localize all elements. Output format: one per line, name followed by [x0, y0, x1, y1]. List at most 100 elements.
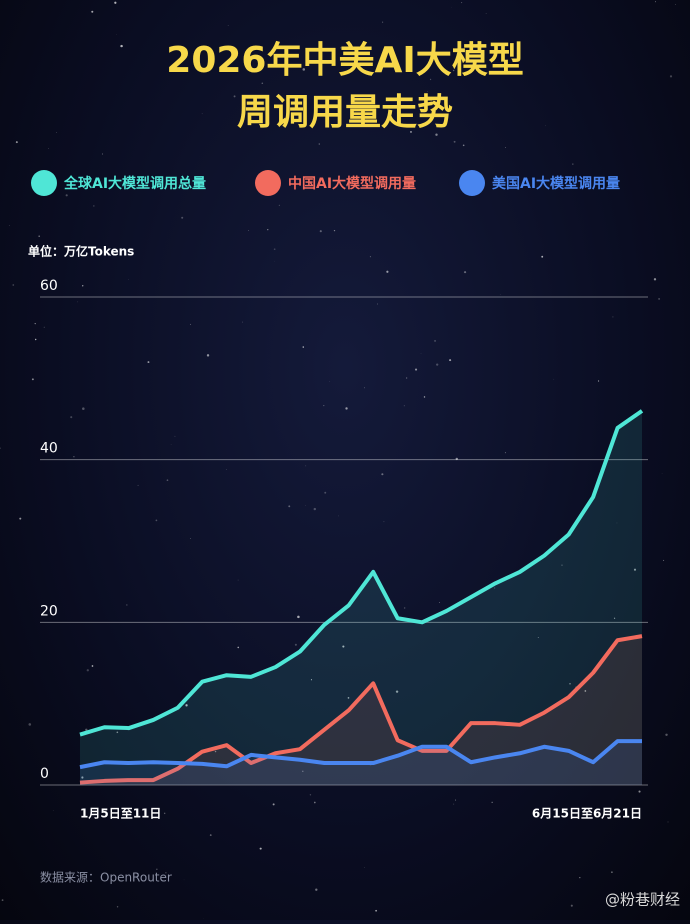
star: [102, 154, 103, 155]
star: [453, 804, 454, 805]
star: [449, 359, 451, 361]
star: [572, 164, 573, 165]
star: [148, 361, 150, 363]
legend-marker: [255, 170, 281, 196]
star: [66, 194, 68, 196]
star: [486, 13, 487, 14]
star: [262, 82, 264, 84]
legend-label: 中国AI大模型调用量: [288, 175, 416, 192]
star: [93, 205, 94, 206]
unit-label: 单位：万亿Tokens: [28, 244, 134, 259]
star: [675, 4, 676, 5]
star: [377, 304, 378, 305]
star: [306, 466, 307, 467]
star: [0, 447, 1, 448]
star: [541, 256, 543, 258]
star: [654, 278, 656, 280]
star: [370, 256, 371, 257]
star: [181, 217, 183, 219]
star: [175, 436, 176, 437]
star: [655, 1, 656, 2]
star: [382, 22, 383, 23]
star: [92, 665, 94, 667]
star: [404, 607, 405, 608]
star: [302, 346, 304, 348]
star: [53, 810, 54, 811]
star: [91, 11, 93, 13]
star: [274, 248, 276, 250]
star: [436, 364, 438, 366]
star: [279, 205, 280, 206]
star: [19, 518, 21, 520]
star: [461, 2, 462, 3]
star: [56, 132, 57, 133]
star: [12, 284, 14, 286]
legend-label: 全球AI大模型调用总量: [63, 175, 206, 192]
star: [464, 271, 466, 273]
star: [82, 407, 85, 410]
star: [248, 230, 249, 231]
y-tick-label: 40: [40, 441, 58, 457]
star: [297, 616, 300, 619]
star: [364, 388, 365, 389]
star: [116, 34, 117, 35]
star: [207, 354, 209, 356]
star: [386, 271, 388, 273]
star: [439, 602, 440, 603]
star: [190, 538, 191, 539]
y-tick-label: 20: [40, 603, 58, 619]
y-tick-label: 0: [40, 766, 49, 782]
star: [242, 322, 243, 323]
legend-label: 美国AI大模型调用量: [492, 175, 620, 192]
star: [415, 369, 417, 371]
star: [9, 225, 10, 226]
star: [579, 877, 580, 878]
star: [314, 508, 316, 510]
star: [463, 145, 465, 147]
star: [234, 95, 236, 97]
star: [421, 353, 422, 354]
star: [32, 378, 34, 380]
star: [554, 379, 555, 380]
star: [273, 803, 275, 805]
star: [404, 406, 405, 407]
star: [38, 235, 39, 236]
star: [35, 323, 36, 324]
star: [612, 316, 613, 317]
star: [82, 285, 83, 286]
star: [505, 452, 506, 453]
star: [202, 113, 203, 114]
star: [167, 479, 169, 481]
star: [190, 324, 191, 325]
star: [295, 644, 297, 646]
star: [611, 872, 612, 873]
star: [598, 380, 599, 381]
star: [260, 848, 262, 850]
star: [29, 723, 32, 726]
star: [492, 802, 493, 803]
star: [435, 340, 436, 341]
star: [171, 444, 172, 445]
star: [315, 889, 317, 891]
star: [120, 45, 122, 47]
star: [114, 2, 116, 4]
star: [16, 141, 18, 143]
star: [406, 377, 407, 378]
star: [238, 580, 239, 581]
star: [665, 734, 667, 736]
star: [117, 906, 118, 907]
y-tick-label: 60: [40, 278, 58, 294]
chart-subtitle: 周调用量走势: [237, 92, 453, 133]
star: [375, 910, 377, 912]
star: [138, 485, 139, 486]
star: [156, 519, 158, 521]
star: [267, 229, 268, 230]
star: [87, 669, 89, 671]
star: [48, 148, 49, 149]
source-note: 数据来源：OpenRouter: [40, 870, 172, 885]
star: [668, 822, 669, 823]
star: [77, 302, 78, 303]
watermark: @粉巷财经: [605, 891, 680, 909]
star: [454, 141, 456, 143]
star: [164, 813, 165, 814]
